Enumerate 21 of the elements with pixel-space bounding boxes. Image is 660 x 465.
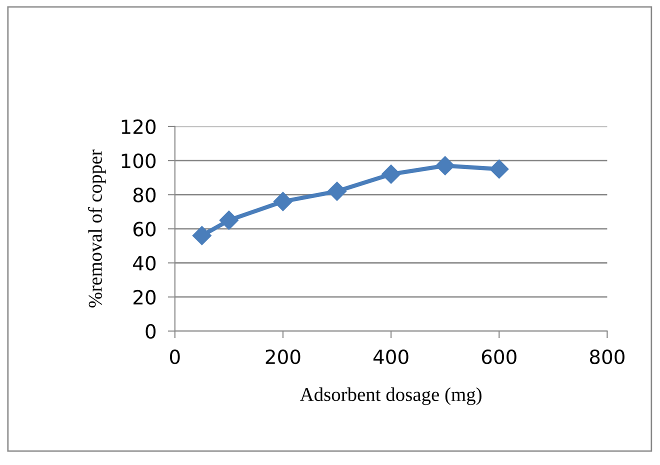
y-tick-label: 120 xyxy=(122,119,156,134)
point xyxy=(192,226,212,246)
y-tick-label: 60 xyxy=(133,222,156,236)
point xyxy=(382,164,401,184)
x-tick-label: 400 xyxy=(373,349,408,364)
y-tick-label: 40 xyxy=(133,256,156,271)
y-axis-title: %removal of copper xyxy=(88,150,106,308)
point xyxy=(273,192,293,212)
x-axis-title: Adsorbent dosage (mg) xyxy=(300,387,482,406)
y-tick-label: 0 xyxy=(146,324,156,339)
y-tick-label: 20 xyxy=(134,290,156,305)
point xyxy=(219,210,238,230)
x-tick-label: 200 xyxy=(266,349,300,364)
point xyxy=(490,160,509,179)
x-tick-label: 800 xyxy=(590,349,624,364)
x-tick-label: 0 xyxy=(170,349,180,364)
y-tick-label: 80 xyxy=(133,188,156,202)
point xyxy=(327,182,347,201)
x-tick-label: 600 xyxy=(482,349,516,364)
point xyxy=(436,156,455,176)
y-tick-label: 100 xyxy=(122,154,156,168)
